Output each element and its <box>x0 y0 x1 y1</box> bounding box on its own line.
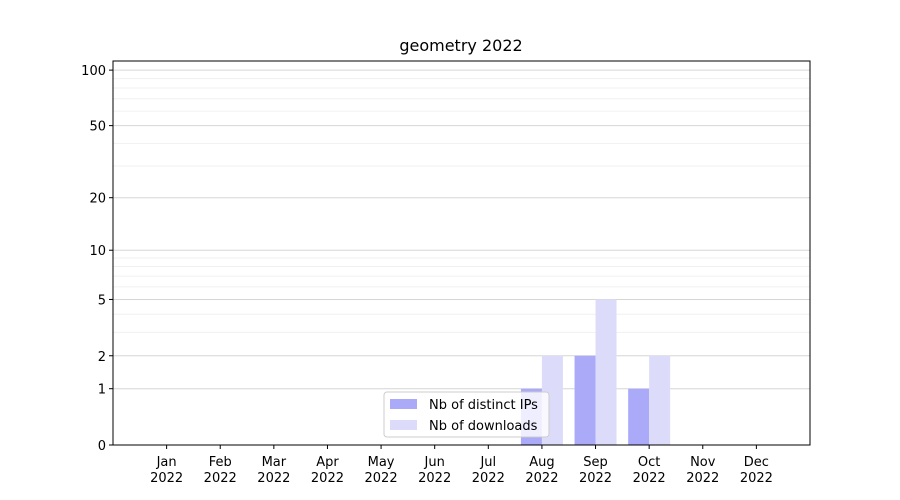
y-tick-label: 100 <box>81 64 106 79</box>
y-tick-label: 50 <box>89 120 106 135</box>
legend-swatch <box>390 420 417 430</box>
legend: Nb of distinct IPs Nb of downloads <box>383 391 550 438</box>
y-tick-label: 2 <box>98 350 106 365</box>
x-tick-label: Dec 2022 <box>740 455 773 486</box>
bar <box>628 388 650 445</box>
bar <box>649 355 671 445</box>
x-tick-label: Jul 2022 <box>472 455 505 486</box>
x-tick-label: Feb 2022 <box>204 455 237 486</box>
x-tick-label: Oct 2022 <box>633 455 666 486</box>
y-tick-label: 0 <box>98 439 106 454</box>
y-tick-label: 10 <box>89 244 106 259</box>
plot-frame <box>112 60 811 446</box>
bar <box>595 299 617 445</box>
x-tick-label: Jun 2022 <box>418 455 451 486</box>
y-tick-label: 1 <box>98 383 106 398</box>
x-tick-label: Nov 2022 <box>686 455 719 486</box>
legend-box <box>383 391 550 438</box>
chart-title: geometry 2022 <box>399 36 522 55</box>
x-tick-label: Aug 2022 <box>525 455 558 486</box>
bar <box>574 355 596 445</box>
x-tick-label: Jan 2022 <box>150 455 183 486</box>
x-tick-label: Apr 2022 <box>311 455 344 486</box>
legend-label: Nb of distinct IPs <box>429 398 538 413</box>
y-tick-label: 5 <box>98 293 106 308</box>
legend-swatch <box>390 399 417 409</box>
y-tick-label: 20 <box>89 192 106 207</box>
x-tick-label: Sep 2022 <box>579 455 612 486</box>
legend-label: Nb of downloads <box>429 419 538 434</box>
x-tick-label: Mar 2022 <box>257 455 290 486</box>
x-tick-label: May 2022 <box>365 455 398 486</box>
